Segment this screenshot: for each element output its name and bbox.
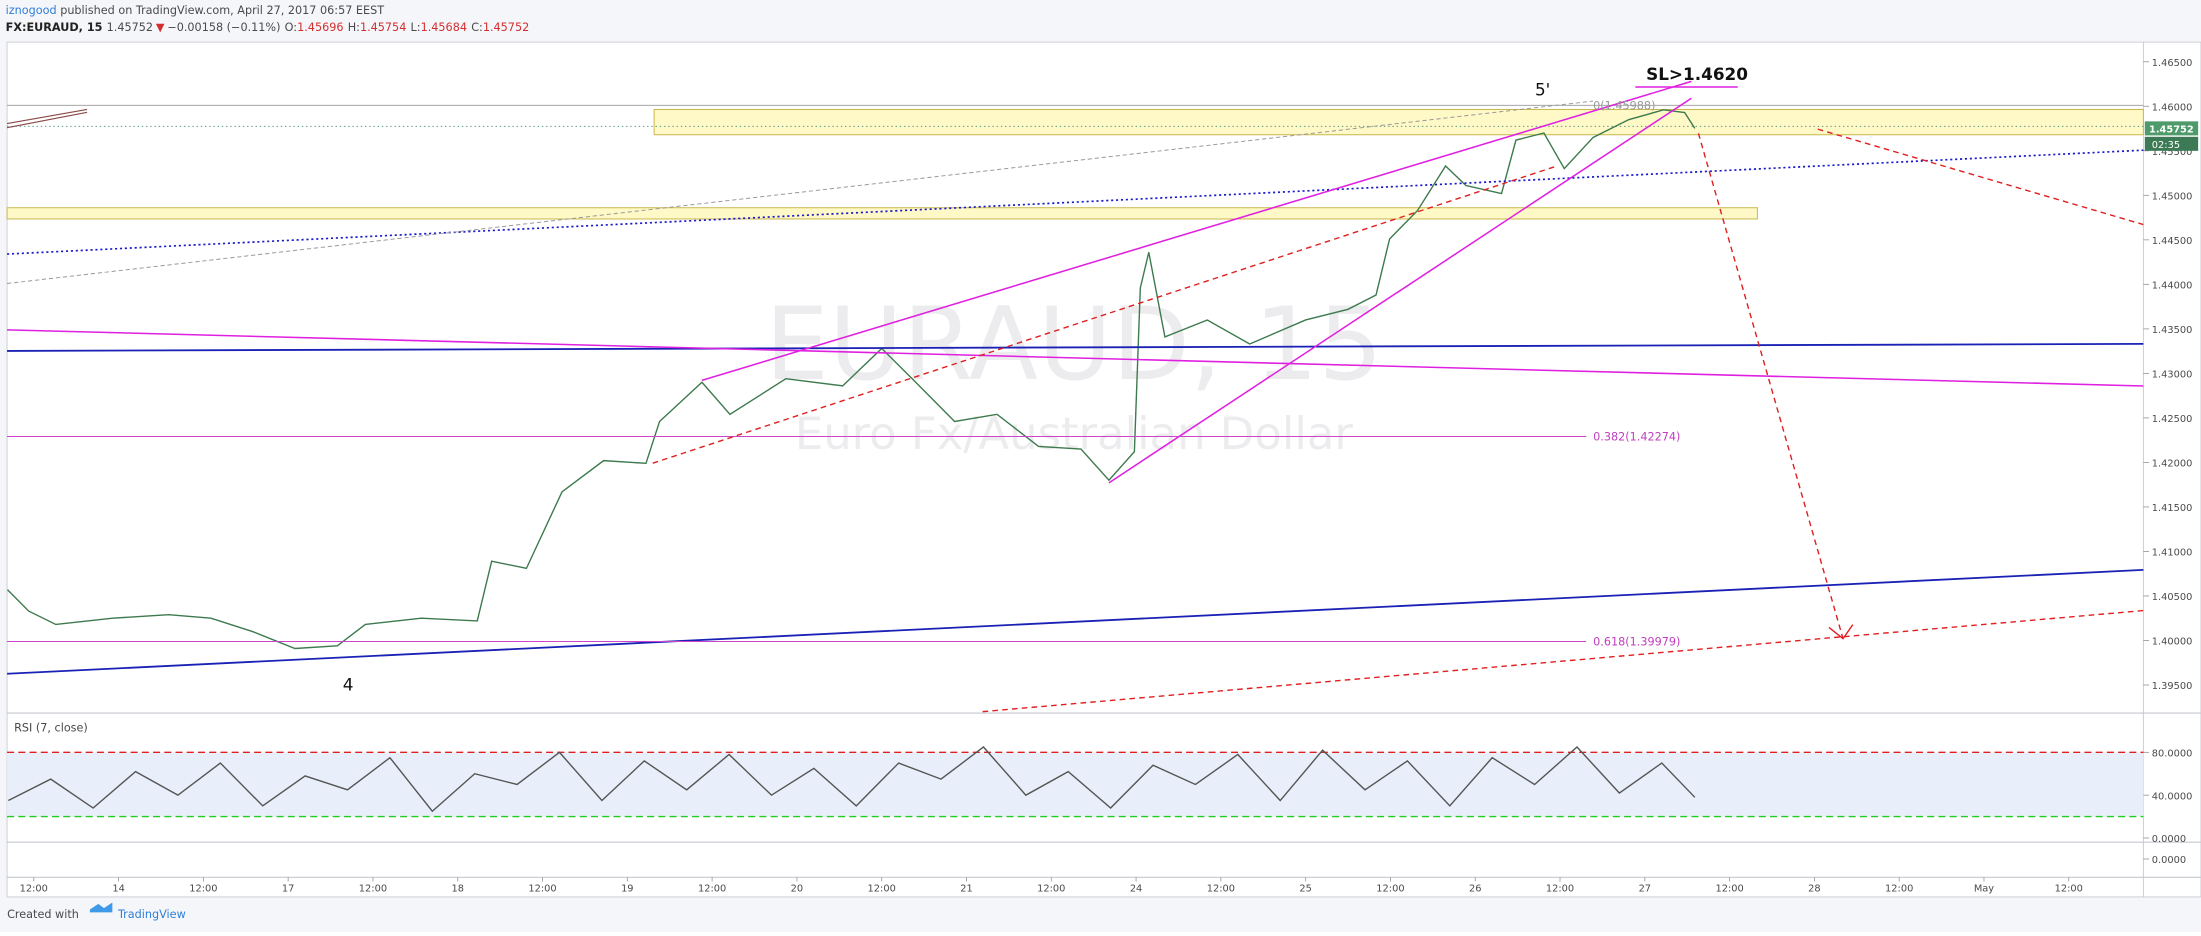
y-tick-label: 1.46000 <box>2152 103 2193 114</box>
last: 1.45752 <box>107 21 153 34</box>
x-tick-label: 12:00 <box>20 883 48 894</box>
x-tick-label: 12:00 <box>359 883 387 894</box>
rsi-plot <box>7 746 2144 818</box>
rsi-line <box>8 746 1696 813</box>
y-tick-label: 1.40500 <box>2152 592 2193 603</box>
drawings <box>6 80 2144 713</box>
header-line: iznogood published on TradingView.com, A… <box>6 4 385 17</box>
support-trendline <box>7 568 2144 675</box>
dashed-channel <box>1817 128 2144 226</box>
x-tick-label: 12:00 <box>2055 883 2083 894</box>
x-tick-label: 21 <box>960 883 973 894</box>
change: −0.00158 (−0.11%) <box>167 21 280 34</box>
y-tick-label: 1.43000 <box>2152 370 2193 381</box>
x-tick-label: 12:00 <box>868 883 896 894</box>
x-tick-label: 12:00 <box>1207 883 1235 894</box>
x-tick-label: 12:00 <box>1546 883 1574 894</box>
arrow: ▼ <box>156 21 165 34</box>
author[interactable]: iznogood <box>6 4 57 17</box>
countdown-tag <box>2144 136 2199 151</box>
dashed-channel <box>652 164 1559 464</box>
price-axis <box>2142 41 2201 898</box>
y-tick-label: 1.39500 <box>2152 681 2193 692</box>
y-tick-label: 1.45500 <box>2152 147 2193 158</box>
x-tick-label: 12:00 <box>528 883 556 894</box>
wedge-lower <box>1108 97 1692 484</box>
y-tick-label: 1.40000 <box>2152 637 2193 648</box>
x-tick-label: 19 <box>621 883 634 894</box>
brand[interactable]: TradingView <box>117 908 186 921</box>
quote-line: FX:EURAUD, 15 1.45752 ▼ −0.00158 (−0.11%) O:… <box>6 21 530 34</box>
y-tick-label: 0.0000 <box>2152 855 2186 866</box>
countdown-label: 02:35 <box>2152 140 2180 151</box>
ohlc-value: 1.45696 <box>297 21 343 34</box>
ohlc-value: 1.45752 <box>483 21 529 34</box>
fib-label: 0(1.45988) <box>1593 99 1655 112</box>
y-tick-label: 80.0000 <box>2152 749 2193 760</box>
x-tick-label: 17 <box>282 883 295 894</box>
trendline <box>6 108 88 125</box>
x-tick-label: 24 <box>1130 883 1143 894</box>
fib-label: 0.382(1.42274) <box>1593 431 1680 444</box>
rsi-title: RSI (7, close) <box>14 721 88 734</box>
support-zone <box>6 207 1758 220</box>
x-tick-label: 20 <box>791 883 804 894</box>
y-tick-label: 1.41500 <box>2152 503 2193 514</box>
published: published on TradingView.com, April 27, … <box>57 4 385 17</box>
y-tick-label: 1.46500 <box>2152 58 2193 69</box>
x-tick-label: 12:00 <box>189 883 217 894</box>
wave-label: 4 <box>343 675 354 695</box>
created-with: Created with <box>7 908 79 921</box>
x-tick-label: 25 <box>1299 883 1312 894</box>
trendline <box>6 111 88 129</box>
ohlc-value: 1.45754 <box>360 21 406 34</box>
x-tick-label: 12:00 <box>698 883 726 894</box>
stop-label: SL>1.4620 <box>1646 64 1748 84</box>
wave-label: 5' <box>1535 79 1550 99</box>
dashed-trendline <box>7 100 1594 285</box>
x-tick-label: 28 <box>1808 883 1821 894</box>
y-tick-label: 1.41000 <box>2152 548 2193 559</box>
ohlc-label: C: <box>471 21 483 34</box>
price-plot <box>7 109 1696 650</box>
y-tick-label: 1.43500 <box>2152 325 2193 336</box>
horizontal-trendline <box>7 342 2144 352</box>
watermark-symbol: EURAUD, 15 <box>765 285 1383 403</box>
logo[interactable] <box>89 902 113 913</box>
y-tick-label: 0.0000 <box>2152 834 2186 845</box>
x-tick-label: 27 <box>1639 883 1652 894</box>
ohlc-label: H: <box>348 21 360 34</box>
dashed-channel <box>982 609 2144 713</box>
symbol: FX:EURAUD, 15 <box>6 21 103 34</box>
wedge-upper <box>701 80 1692 382</box>
ohlc-value: 1.45684 <box>421 21 467 34</box>
y-tick-label: 1.44000 <box>2152 281 2193 292</box>
y-tick-label: 1.42000 <box>2152 459 2193 470</box>
rsi-band <box>7 752 2144 817</box>
resistance-zone <box>653 108 2144 136</box>
arrow-head <box>1828 624 1854 640</box>
price-tag <box>2144 121 2199 136</box>
magenta-trendline <box>7 329 2144 387</box>
y-tick-label: 1.44500 <box>2152 236 2193 247</box>
x-tick-label: 12:00 <box>1376 883 1404 894</box>
ohlc-label: L: <box>411 21 421 34</box>
watermark-description: Euro Fx/Australian Dollar <box>795 407 1353 460</box>
x-tick-label: 14 <box>112 883 125 894</box>
x-tick-label: 12:00 <box>1715 883 1743 894</box>
x-tick-label: 18 <box>451 883 464 894</box>
x-tick-label: May <box>1974 883 1994 894</box>
price-line <box>7 109 1696 650</box>
y-tick-label: 1.42500 <box>2152 414 2193 425</box>
y-tick-label: 1.45000 <box>2152 192 2193 203</box>
fib-label: 0.618(1.39979) <box>1593 636 1680 649</box>
x-tick-label: 26 <box>1469 883 1482 894</box>
x-tick-label: 12:00 <box>1885 883 1913 894</box>
x-tick-label: 12:00 <box>1037 883 1065 894</box>
ohlc-label: O: <box>285 21 297 34</box>
y-tick-label: 40.0000 <box>2152 791 2193 802</box>
price-tag-label: 1.45752 <box>2149 125 2194 136</box>
